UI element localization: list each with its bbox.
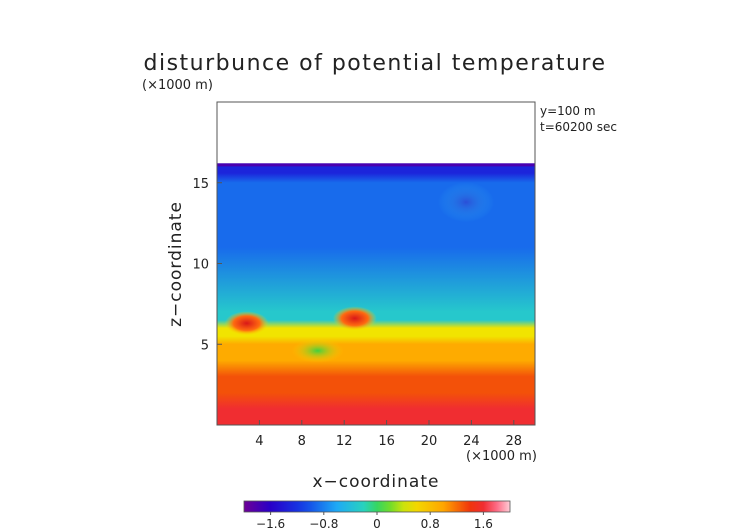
x-axis: 4 8 12 16 20 24 28 <box>255 420 522 449</box>
x-tick-label: 24 <box>463 434 480 449</box>
colorbar-tick-label: −0.8 <box>309 517 338 531</box>
plot-area <box>217 102 535 425</box>
y-unit-label: (×1000 m) <box>142 78 213 93</box>
field-background <box>217 102 535 425</box>
colorbar-tick-label: 1.6 <box>474 517 493 531</box>
x-tick-label: 8 <box>298 434 306 449</box>
annotation-y-location: y=100 m <box>540 104 596 118</box>
x-unit-label: (×1000 m) <box>466 449 537 464</box>
feature-cool-pocket-2 <box>291 338 344 363</box>
field-features <box>217 163 535 363</box>
x-tick-label: 28 <box>506 434 523 449</box>
y-axis: 5 10 15 <box>192 177 222 353</box>
x-tick-label: 20 <box>421 434 438 449</box>
y-tick-label: 15 <box>192 177 209 192</box>
y-tick-label: 5 <box>201 338 209 353</box>
annotation-time: t=60200 sec <box>540 120 617 134</box>
y-tick-label: 10 <box>192 258 209 273</box>
colorbar-tick-label: 0.8 <box>421 517 440 531</box>
feature-cold-eddy-3 <box>438 182 495 223</box>
colorbar <box>243 500 511 513</box>
x-axis-label: x−coordinate <box>313 472 440 492</box>
chart-title: disturbunce of potential temperature <box>144 51 607 76</box>
feature-warm-bubble-0 <box>224 311 269 336</box>
x-tick-label: 4 <box>255 434 263 449</box>
x-tick-label: 16 <box>378 434 395 449</box>
feature-warm-bubble-1 <box>332 306 377 331</box>
y-axis-label: z−coordinate <box>166 201 186 327</box>
colorbar-ticks: −1.6 −0.8 0 0.8 1.6 <box>256 512 493 531</box>
colorbar-tick-label: 0 <box>373 517 381 531</box>
colorbar-tick-label: −1.6 <box>256 517 285 531</box>
field-top-boundary <box>217 163 535 167</box>
x-tick-label: 12 <box>336 434 353 449</box>
